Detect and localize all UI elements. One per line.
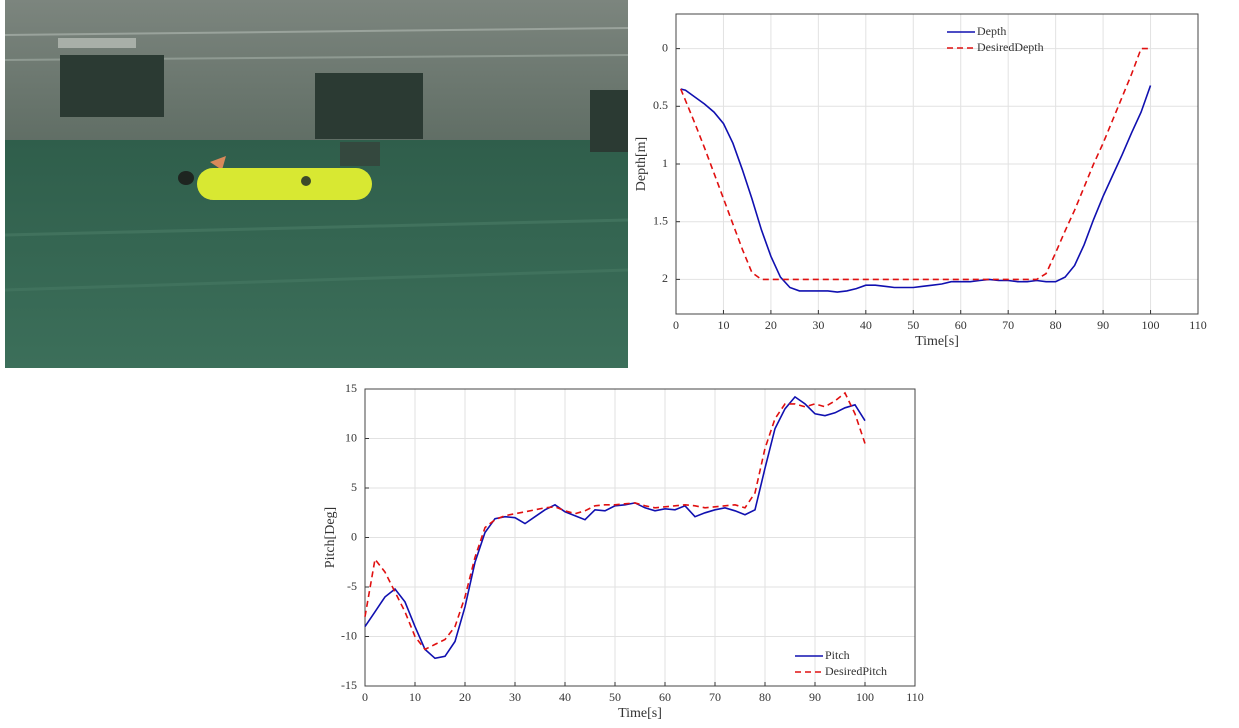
x-tick-label: 30 <box>812 318 824 332</box>
x-tick-label: 40 <box>860 318 872 332</box>
legend-label: DesiredDepth <box>977 40 1044 54</box>
y-tick-label: -15 <box>341 678 357 692</box>
x-tick-label: 60 <box>955 318 967 332</box>
y-tick-label: 0 <box>351 529 357 543</box>
x-axis-label: Time[s] <box>618 706 662 721</box>
x-tick-label: 10 <box>409 690 421 704</box>
chart: 0 10 20 30 40 50 60 70 80 90 100 110 0 0.5 1 1.5 2 Time[s… <box>634 13 1207 349</box>
y-tick-label: 1.5 <box>653 213 668 227</box>
y-axis-label: Depth[m] <box>634 137 649 191</box>
x-tick-label: 50 <box>609 690 621 704</box>
series-line <box>680 85 1152 293</box>
axes-frame <box>364 388 916 687</box>
x-tick-label: 0 <box>673 318 679 332</box>
x-tick-label: 90 <box>809 690 821 704</box>
y-tick-label: 0.5 <box>653 98 668 112</box>
axes-frame <box>675 13 1199 315</box>
series-line <box>364 395 866 660</box>
x-tick-label: 80 <box>1050 318 1062 332</box>
x-tick-label: 70 <box>709 690 721 704</box>
y-tick-label: 2 <box>662 271 668 285</box>
x-tick-label: 110 <box>1189 318 1207 332</box>
chart: 0 10 20 30 40 50 60 70 80 90 100 110 -15 -10 -5 0 5 10 15 T… <box>323 381 924 721</box>
y-tick-label: 5 <box>351 480 357 494</box>
y-tick-label: -10 <box>341 628 357 642</box>
x-tick-label: 20 <box>459 690 471 704</box>
y-tick-label: -5 <box>347 579 357 593</box>
x-tick-label: 0 <box>362 690 368 704</box>
legend-label: Pitch <box>825 648 850 662</box>
x-tick-label: 80 <box>759 690 771 704</box>
y-tick-label: 15 <box>345 381 357 395</box>
photo <box>4 0 629 368</box>
x-tick-label: 100 <box>1142 318 1160 332</box>
y-tick-label: 10 <box>345 430 357 444</box>
x-tick-label: 90 <box>1097 318 1109 332</box>
x-tick-label: 30 <box>509 690 521 704</box>
x-tick-label: 10 <box>717 318 729 332</box>
x-tick-label: 20 <box>765 318 777 332</box>
x-tick-label: 110 <box>906 690 924 704</box>
legend-label: DesiredPitch <box>825 664 887 678</box>
series-line <box>364 391 866 651</box>
x-tick-label: 60 <box>659 690 671 704</box>
x-tick-label: 70 <box>1002 318 1014 332</box>
y-axis-label: Pitch[Deg] <box>323 507 338 568</box>
x-tick-label: 100 <box>856 690 874 704</box>
x-tick-label: 50 <box>907 318 919 332</box>
x-tick-label: 40 <box>559 690 571 704</box>
series-line <box>679 47 1151 281</box>
y-tick-label: 0 <box>662 40 668 54</box>
y-tick-label: 1 <box>662 156 668 170</box>
x-axis-label: Time[s] <box>915 334 959 349</box>
legend-label: Depth <box>977 24 1006 38</box>
